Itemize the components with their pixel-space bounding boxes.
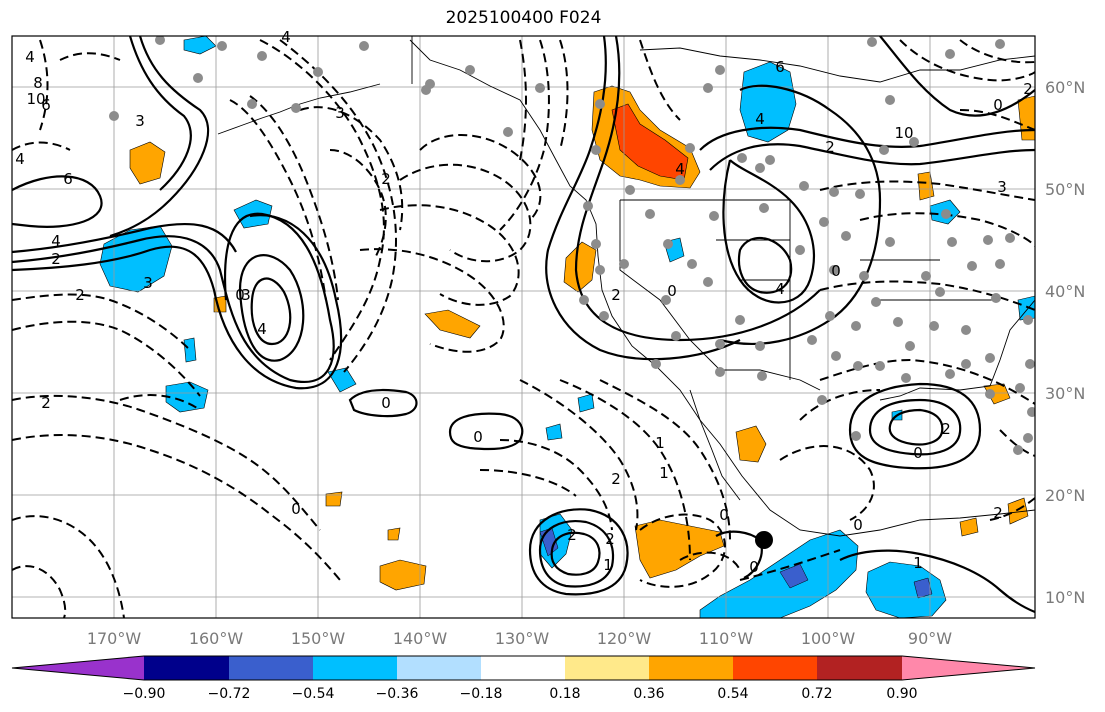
contour-label: 1 [913,554,923,572]
contour-label: 0 [235,286,245,304]
contour-label: 2 [605,530,615,548]
contour-label: 4 [755,110,765,128]
contour-label: 3 [143,274,153,292]
contour-label: 2 [993,504,1003,522]
lon-label: 150°W [291,629,346,648]
colorbar-tick: 0.18 [549,686,580,702]
colorbar-segment [397,656,482,680]
marker-dot [755,531,773,549]
contour-label: 2 [611,286,621,304]
colorbar-segment [144,656,229,680]
station-dots [109,36,1035,455]
map-frame [11,35,1036,619]
graticule [12,36,1035,618]
contour-label: 2 [567,526,577,544]
lat-label: 30°N [1045,384,1085,403]
contour-label: 4 [281,28,291,46]
contour-label: 10 [26,90,45,108]
colorbar-segment [481,656,566,680]
colorbar-tick: 0.54 [717,686,748,702]
contour-label: 8 [33,74,43,92]
contour-label: 2 [41,394,51,412]
colorbar-tick: −0.54 [292,686,335,702]
contour-label: 0 [993,96,1003,114]
colorbar-segment [313,656,398,680]
contour-label: 4 [257,320,267,338]
colorbar-tick: −0.36 [376,686,419,702]
solid-contours [12,36,1035,614]
contour-label: 4 [15,150,25,168]
colorbar-tick: −0.90 [123,686,166,702]
colorbar-segment [733,656,818,680]
positive-anomaly-shading [129,85,1035,591]
contour-label: 0 [853,516,863,534]
lon-label: 130°W [495,629,550,648]
contour-label: 2 [1023,80,1033,98]
contour-label: 4 [675,160,685,178]
colorbar-tick: −0.72 [208,686,251,702]
lat-label: 10°N [1045,588,1085,607]
colorbar-tick: −0.18 [460,686,503,702]
contour-label: 2 [75,286,85,304]
contour-label: 0 [667,282,677,300]
lon-label: 120°W [597,629,652,648]
contour-label: 0 [719,506,729,524]
contour-label: 3 [135,112,145,130]
contour-label: 0 [749,558,759,576]
contour-label: 6 [63,170,73,188]
contour-label: 3 [241,286,251,304]
lat-label: 40°N [1045,282,1085,301]
contour-label: 2 [825,138,835,156]
lat-label: 20°N [1045,486,1085,505]
latitude-labels: 60°N 50°N 40°N 30°N 20°N 10°N [1045,78,1085,607]
contour-label: 1 [659,464,669,482]
contour-label: 10 [894,124,913,142]
contour-label: 4 [25,48,35,66]
contour-label: 1 [603,556,613,574]
lat-label: 50°N [1045,180,1085,199]
colorbar-segment [649,656,734,680]
lon-label: 110°W [699,629,754,648]
colorbar-tick: 0.72 [801,686,832,702]
lon-label: 140°W [393,629,448,648]
colorbar-segment [817,656,903,680]
contour-label: 0 [831,262,841,280]
contour-label: 0 [291,500,301,518]
colorbar: −0.90 −0.72 −0.54 −0.36 −0.18 0.18 0.36 … [11,655,1036,702]
lat-label: 60°N [1045,78,1085,97]
contour-label: 6 [41,96,51,114]
contour-label: 0 [473,428,483,446]
lon-label: 170°W [87,629,142,648]
lon-label: 160°W [189,629,244,648]
colorbar-tick: 0.36 [633,686,664,702]
negative-anomaly-shading [99,36,1035,618]
contour-label: 3 [997,178,1007,196]
colorbar-extend-high [902,656,1035,680]
contour-label: 2 [381,170,391,188]
colorbar-segment [229,656,314,680]
contour-label: 6 [775,58,785,76]
contour-label: 4 [51,232,61,250]
contour-label: 1 [655,434,665,452]
longitude-labels: 170°W 160°W 150°W 140°W 130°W 120°W 110°… [87,629,952,648]
contour-label: 0 [913,444,923,462]
contour-label: 3 [335,104,345,122]
contour-label: 2 [51,250,61,268]
contour-label: 2 [611,470,621,488]
colorbar-extend-low [12,656,144,680]
map-title: 2025100400 F024 [445,8,602,28]
lon-label: 100°W [801,629,856,648]
lon-label: 90°W [908,629,952,648]
colorbar-tick: 0.90 [886,686,917,702]
contour-label: 0 [381,394,391,412]
map-background [12,36,1035,618]
dashed-contours [12,39,1035,618]
contour-label: 2 [941,420,951,438]
colorbar-segment [565,656,650,680]
contour-label: 4 [775,280,785,298]
